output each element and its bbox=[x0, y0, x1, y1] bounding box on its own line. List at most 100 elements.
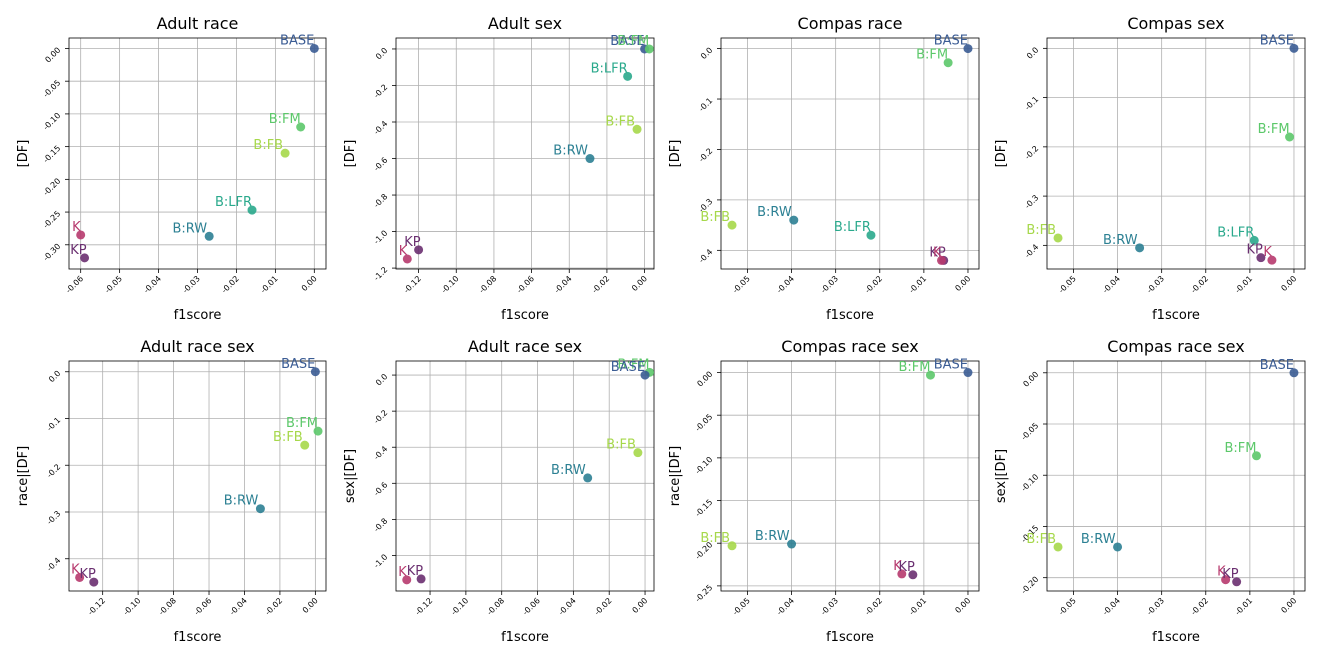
y-tick-label: -0.3 bbox=[45, 509, 62, 526]
chart-title: Adult race bbox=[157, 14, 239, 33]
x-tick-label: -0.01 bbox=[259, 274, 280, 295]
data-point bbox=[75, 572, 85, 582]
x-tick-label: -0.02 bbox=[263, 596, 284, 617]
point-label: B:FM bbox=[269, 112, 301, 127]
x-tick-label: -0.04 bbox=[142, 274, 163, 295]
y-tick-label: 0.0 bbox=[374, 46, 389, 61]
y-tick-label: 0.0 bbox=[374, 372, 389, 387]
x-tick-label: -0.04 bbox=[228, 596, 249, 617]
data-point bbox=[908, 570, 918, 580]
y-tick-label: -0.3 bbox=[1023, 193, 1040, 210]
x-tick-label: -0.08 bbox=[157, 596, 178, 617]
plot-frame bbox=[1046, 360, 1306, 592]
x-tick-label: -0.12 bbox=[402, 274, 423, 295]
data-point bbox=[866, 230, 876, 240]
point-label: B:RW bbox=[1103, 233, 1138, 248]
x-tick-label: -0.02 bbox=[220, 274, 241, 295]
x-tick-label: -0.12 bbox=[413, 596, 434, 617]
y-axis-label: race|[DF] bbox=[16, 446, 31, 506]
y-tick-label: -0.15 bbox=[41, 144, 62, 165]
x-tick-label: 0.00 bbox=[301, 596, 320, 615]
data-point bbox=[1289, 368, 1299, 378]
point-label: B:RW bbox=[757, 205, 792, 220]
y-tick-label: -0.2 bbox=[45, 462, 62, 479]
x-tick-label: -0.10 bbox=[440, 274, 461, 295]
y-tick-label: -0.2 bbox=[697, 147, 714, 164]
x-axis-label: f1score bbox=[174, 630, 222, 645]
x-tick-label: -0.06 bbox=[521, 596, 542, 617]
y-tick-label: -0.30 bbox=[41, 242, 62, 263]
data-point bbox=[632, 124, 642, 134]
point-label: B:FM bbox=[618, 357, 650, 372]
panel-3: -0.05 -0.04 -0.03 -0.02 -0.01 0.00 0.0 -0.1 -0.2… bbox=[668, 14, 980, 323]
y-axis-label: sex|[DF] bbox=[343, 449, 358, 503]
x-tick-label: -0.03 bbox=[1145, 596, 1166, 617]
chart-title: Compas race bbox=[798, 14, 903, 33]
x-tick-label: 0.00 bbox=[630, 596, 649, 615]
point-label: B:FB bbox=[700, 210, 730, 225]
data-point bbox=[644, 44, 654, 54]
data-point bbox=[1113, 542, 1123, 552]
point-label: BASE bbox=[611, 360, 645, 375]
y-tick-label: -0.10 bbox=[41, 111, 62, 132]
y-tick-label: -0.6 bbox=[372, 480, 389, 497]
data-point bbox=[583, 473, 593, 483]
y-tick-label: 0.0 bbox=[699, 46, 714, 61]
x-tick-label: -0.05 bbox=[731, 596, 752, 617]
point-label: K bbox=[893, 559, 902, 574]
point-label: K bbox=[399, 244, 408, 259]
data-point bbox=[789, 215, 799, 225]
data-point bbox=[787, 539, 797, 549]
x-tick-label: -0.06 bbox=[64, 274, 85, 295]
x-tick-label: -0.10 bbox=[449, 596, 470, 617]
x-tick-label: -0.08 bbox=[477, 274, 498, 295]
y-axis-label: [DF] bbox=[16, 140, 31, 168]
x-axis-label: f1score bbox=[826, 630, 874, 645]
data-point bbox=[1249, 235, 1259, 245]
data-point bbox=[89, 577, 99, 587]
x-tick-label: -0.02 bbox=[593, 596, 614, 617]
x-tick-label: -0.03 bbox=[819, 274, 840, 295]
point-label: KP bbox=[70, 243, 87, 258]
x-tick-label: -0.02 bbox=[1189, 596, 1210, 617]
y-tick-label: -0.8 bbox=[372, 516, 389, 533]
y-tick-label: -0.25 bbox=[693, 583, 714, 604]
point-label: B:RW bbox=[553, 144, 588, 159]
y-tick-label: -0.25 bbox=[41, 209, 62, 230]
x-tick-label: -0.04 bbox=[1101, 596, 1122, 617]
x-tick-label: -0.10 bbox=[122, 596, 143, 617]
panel-5: -0.12 -0.10 -0.08 -0.06 -0.04 -0.02 0.00 0.0 -0.… bbox=[16, 337, 327, 645]
point-label: B:FB bbox=[700, 531, 730, 546]
x-tick-label: -0.02 bbox=[590, 274, 611, 295]
point-label: B:FM bbox=[916, 48, 948, 63]
point-label: B:FB bbox=[605, 114, 635, 129]
point-label: B:FM bbox=[1258, 122, 1290, 137]
x-tick-label: -0.02 bbox=[863, 596, 884, 617]
point-label: B:FM bbox=[286, 416, 318, 431]
y-axis-label: [DF] bbox=[343, 140, 358, 168]
y-tick-label: -0.10 bbox=[693, 455, 714, 476]
y-tick-label: 0.00 bbox=[695, 370, 714, 389]
point-label: BASE bbox=[280, 33, 314, 48]
data-point bbox=[313, 426, 323, 436]
data-point bbox=[414, 245, 424, 255]
y-tick-label: -0.1 bbox=[697, 96, 714, 113]
y-tick-label: -0.4 bbox=[372, 119, 389, 136]
x-tick-label: -0.01 bbox=[907, 596, 928, 617]
y-tick-label: -0.8 bbox=[372, 192, 389, 209]
data-point bbox=[623, 71, 633, 81]
point-label: BASE bbox=[934, 358, 968, 373]
y-axis-label: sex|[DF] bbox=[994, 449, 1009, 503]
point-label: B:FB bbox=[1026, 223, 1056, 238]
point-label: B:RW bbox=[173, 221, 208, 236]
point-label: KP bbox=[1222, 567, 1239, 582]
point-label: K bbox=[398, 565, 407, 580]
point-label: B:RW bbox=[1081, 532, 1116, 547]
x-tick-label: -0.03 bbox=[1145, 274, 1166, 295]
y-tick-label: -0.4 bbox=[372, 444, 389, 461]
point-label: B:FB bbox=[1026, 532, 1056, 547]
data-point bbox=[80, 253, 90, 263]
x-tick-label: -0.05 bbox=[1057, 274, 1078, 295]
point-label: KP bbox=[407, 564, 424, 579]
x-tick-label: -0.04 bbox=[557, 596, 578, 617]
